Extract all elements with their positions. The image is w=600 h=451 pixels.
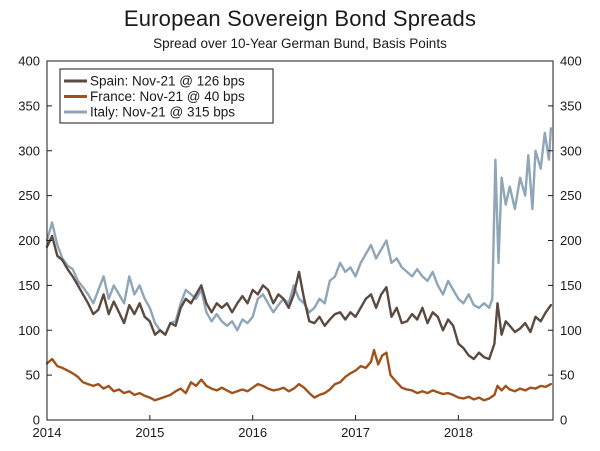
series-line-france xyxy=(45,348,553,402)
legend-label-spain: Spain: Nov-21 @ 126 bps xyxy=(90,74,245,89)
y-tick-label-left: 250 xyxy=(18,188,40,203)
y-tick-label-left: 300 xyxy=(18,143,40,158)
chart-title: European Sovereign Bond Spreads xyxy=(123,6,477,31)
axis-layer: 0 0 50 50 100 100 150 150 200 200 250 250 300 300 350 3… xyxy=(18,54,581,441)
x-tick-label: 2016 xyxy=(238,425,267,440)
y-tick-label-left: 200 xyxy=(18,233,40,248)
x-tick-label: 2017 xyxy=(341,425,370,440)
y-tick-label-right: 100 xyxy=(560,323,582,338)
series-layer xyxy=(45,127,553,402)
legend-label-france: France: Nov-21 @ 40 bps xyxy=(90,89,245,104)
legend-box xyxy=(59,68,274,124)
y-tick-label-left: 50 xyxy=(26,368,40,383)
y-tick-label-left: 150 xyxy=(18,278,40,293)
x-tick-label: 2015 xyxy=(135,425,164,440)
y-tick-label-right: 200 xyxy=(560,233,582,248)
y-tick-label-right: 150 xyxy=(560,278,582,293)
y-tick-label-right: 400 xyxy=(560,54,582,69)
y-tick-label-right: 50 xyxy=(560,368,574,383)
y-tick-label-left: 350 xyxy=(18,98,40,113)
y-tick-label-right: 250 xyxy=(560,188,582,203)
series-line-spain xyxy=(45,234,553,361)
x-tick-label: 2014 xyxy=(33,425,62,440)
legend-label-italy: Italy: Nov-21 @ 315 bps xyxy=(90,105,235,120)
y-tick-label-right: 0 xyxy=(560,413,567,428)
x-tick-label: 2018 xyxy=(444,425,473,440)
series-line-italy xyxy=(45,127,553,336)
chart-subtitle: Spread over 10-Year German Bund, Basis P… xyxy=(153,36,447,51)
y-tick-label-left: 0 xyxy=(33,413,40,428)
y-tick-label-left: 400 xyxy=(18,54,40,69)
y-tick-label-left: 100 xyxy=(18,323,40,338)
y-tick-label-right: 350 xyxy=(560,98,582,113)
y-tick-label-right: 300 xyxy=(560,143,582,158)
